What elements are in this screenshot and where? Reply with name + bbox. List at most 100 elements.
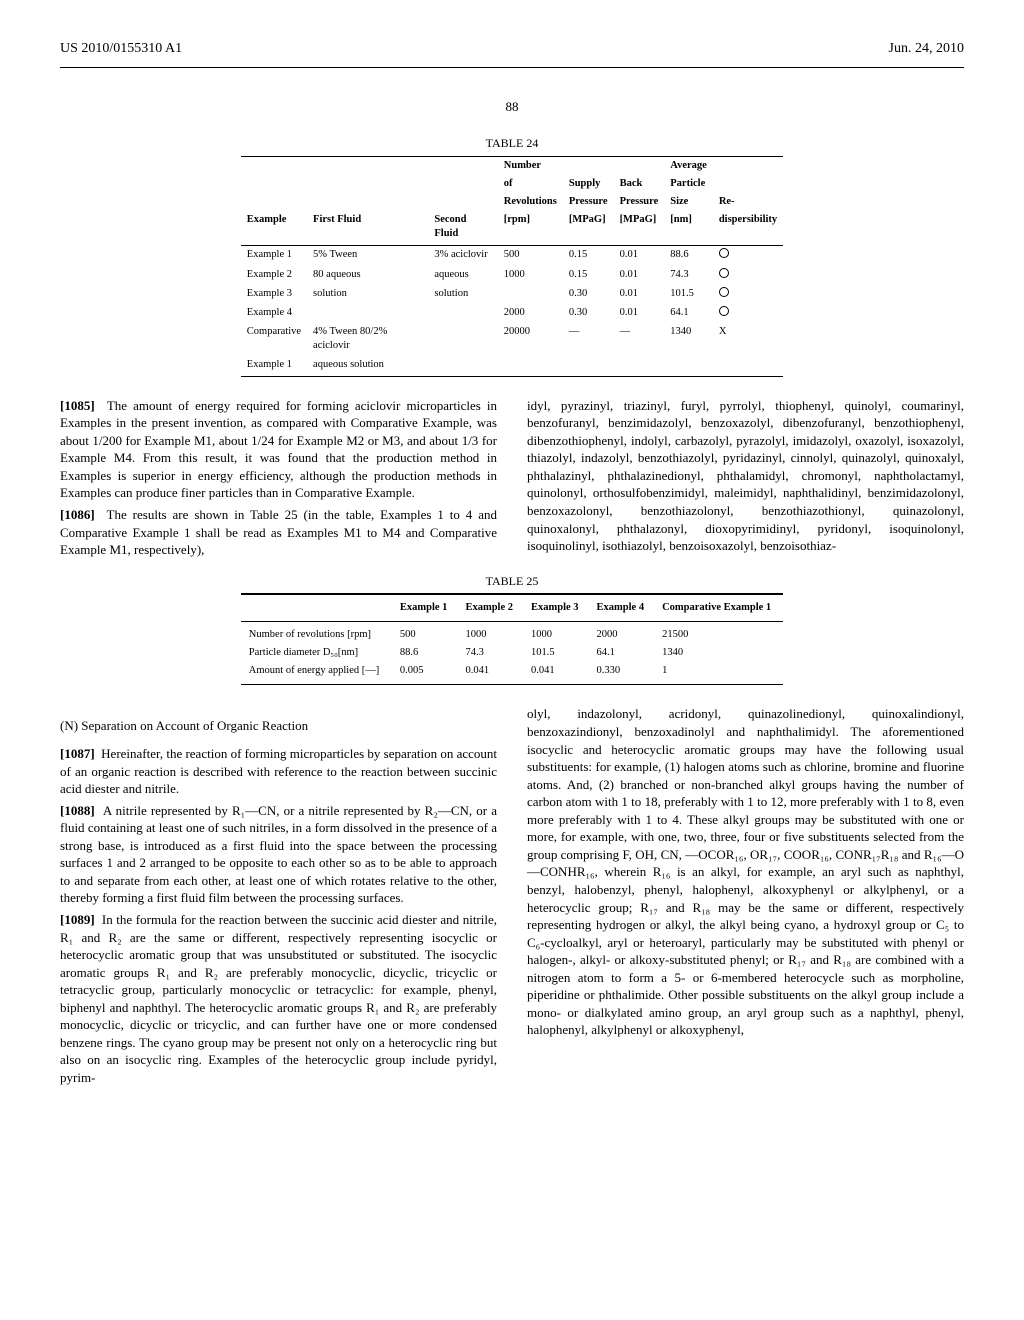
- table-cell: 0.01: [614, 266, 665, 285]
- para-text: The amount of energy required for formin…: [60, 398, 497, 501]
- table-cell: [498, 356, 563, 377]
- text-columns-1: [1085] The amount of energy required for…: [60, 397, 964, 563]
- header-rule: [60, 67, 964, 68]
- table-cell: 5% Tween: [307, 246, 428, 266]
- para-text: The results are shown in Table 25 (in th…: [60, 507, 497, 557]
- table-cell: Example 3: [241, 285, 307, 304]
- th: [nm]: [664, 211, 713, 246]
- table-cell: —: [614, 323, 665, 355]
- para-num: [1089]: [60, 912, 95, 927]
- table-cell: 0.30: [563, 304, 614, 323]
- th: Example 2: [457, 594, 523, 621]
- th: Size: [664, 193, 713, 211]
- table-cell: [664, 356, 713, 377]
- th: Number: [498, 156, 563, 175]
- circle-icon: [719, 287, 729, 297]
- right-text-2: olyl, indazolonyl, acridonyl, quinazolin…: [527, 705, 964, 1038]
- table-cell: [713, 266, 783, 285]
- table-cell: Example 1: [241, 246, 307, 266]
- th: Second Fluid: [428, 211, 497, 246]
- table-cell: aqueous: [428, 266, 497, 285]
- paragraph-1087: [1087] Hereinafter, the reaction of form…: [60, 745, 497, 798]
- table-cell: 64.1: [589, 644, 655, 662]
- table-cell: 0.01: [614, 246, 665, 266]
- table-cell: 0.005: [392, 662, 458, 685]
- table-cell: 0.330: [589, 662, 655, 685]
- right-text-1: idyl, pyrazinyl, triazinyl, furyl, pyrro…: [527, 397, 964, 555]
- th: [428, 193, 497, 211]
- table-cell: solution: [307, 285, 428, 304]
- table-cell: 0.041: [457, 662, 523, 685]
- left-column-2: (N) Separation on Account of Organic Rea…: [60, 705, 497, 1090]
- th: [241, 175, 307, 193]
- table-cell: Example 1: [241, 356, 307, 377]
- table-cell: 20000: [498, 323, 563, 355]
- para-text: A nitrile represented by R₁—CN, or a nit…: [60, 803, 497, 906]
- para-num: [1088]: [60, 803, 95, 818]
- th: Back: [614, 175, 665, 193]
- table-25: Example 1 Example 2 Example 3 Example 4 …: [241, 594, 783, 686]
- page-header: US 2010/0155310 A1 Jun. 24, 2010: [60, 40, 964, 59]
- th: Particle: [664, 175, 713, 193]
- right-column-2: olyl, indazolonyl, acridonyl, quinazolin…: [527, 705, 964, 1090]
- th: Example 3: [523, 594, 589, 621]
- para-num: [1087]: [60, 746, 95, 761]
- table-cell: 1000: [523, 621, 589, 644]
- table-cell: [614, 356, 665, 377]
- table-cell: Amount of energy applied [—]: [241, 662, 392, 685]
- th: [241, 594, 392, 621]
- table-cell: Comparative: [241, 323, 307, 355]
- table-cell: 0.01: [614, 285, 665, 304]
- circle-icon: [719, 268, 729, 278]
- table-cell: 88.6: [664, 246, 713, 266]
- para-text: Hereinafter, the reaction of forming mic…: [60, 746, 497, 796]
- table-24-wrap: TABLE 24 Number Average of Supply Back P…: [241, 135, 783, 376]
- table-cell: [428, 304, 497, 323]
- table-cell: 64.1: [664, 304, 713, 323]
- table-24-title: TABLE 24: [241, 135, 783, 151]
- th: [428, 175, 497, 193]
- paragraph-1085: [1085] The amount of energy required for…: [60, 397, 497, 502]
- th: Revolutions: [498, 193, 563, 211]
- table-cell: [713, 285, 783, 304]
- table-25-wrap: TABLE 25 Example 1 Example 2 Example 3 E…: [241, 573, 783, 686]
- table-cell: 0.041: [523, 662, 589, 685]
- paragraph-1086: [1086] The results are shown in Table 25…: [60, 506, 497, 559]
- table-cell: [713, 246, 783, 266]
- th: [rpm]: [498, 211, 563, 246]
- table-cell: Example 4: [241, 304, 307, 323]
- th: [241, 193, 307, 211]
- table-cell: —: [563, 323, 614, 355]
- table-cell: [713, 304, 783, 323]
- table-cell: 21500: [654, 621, 783, 644]
- table-cell: 4% Tween 80/2% aciclovir: [307, 323, 428, 355]
- table-25-title: TABLE 25: [241, 573, 783, 589]
- circle-icon: [719, 306, 729, 316]
- paragraph-1089: [1089] In the formula for the reaction b…: [60, 911, 497, 1086]
- para-text: In the formula for the reaction between …: [60, 912, 497, 1085]
- table-cell: Particle diameter D₅₀[nm]: [241, 644, 392, 662]
- table-cell: 1000: [498, 266, 563, 285]
- th: [MPaG]: [614, 211, 665, 246]
- table-cell: [713, 356, 783, 377]
- patent-date: Jun. 24, 2010: [889, 40, 964, 59]
- paragraph-1088: [1088] A nitrile represented by R₁—CN, o…: [60, 802, 497, 907]
- patent-number: US 2010/0155310 A1: [60, 40, 182, 59]
- page-number: 88: [60, 98, 964, 116]
- th: Example 4: [589, 594, 655, 621]
- table-cell: 101.5: [523, 644, 589, 662]
- para-num: [1085]: [60, 398, 95, 413]
- table-cell: 500: [392, 621, 458, 644]
- table-cell: Number of revolutions [rpm]: [241, 621, 392, 644]
- th: Pressure: [614, 193, 665, 211]
- table-cell: 88.6: [392, 644, 458, 662]
- table-cell: 1340: [654, 644, 783, 662]
- table-cell: [563, 356, 614, 377]
- table-cell: [307, 304, 428, 323]
- th: Example 1: [392, 594, 458, 621]
- table-cell: 101.5: [664, 285, 713, 304]
- th: Re-: [713, 193, 783, 211]
- table-cell: 0.15: [563, 266, 614, 285]
- th: [614, 156, 665, 175]
- table-cell: 1000: [457, 621, 523, 644]
